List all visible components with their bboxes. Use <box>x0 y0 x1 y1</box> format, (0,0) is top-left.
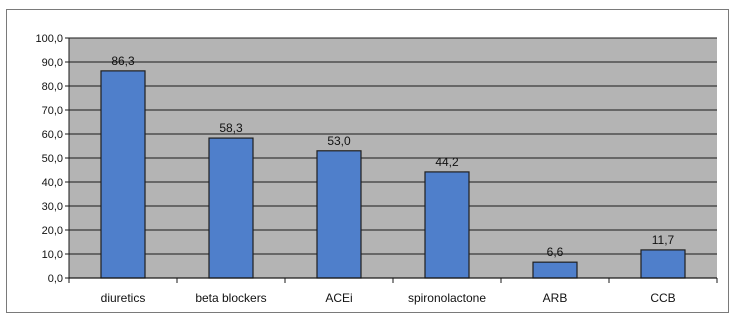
x-category-label: beta blockers <box>195 291 266 305</box>
bar-ACEi <box>316 150 362 279</box>
x-axis-labels: diuretics beta blockers ACEi spironolactone… <box>101 291 676 305</box>
y-tick-label: 80,0 <box>42 81 63 93</box>
bar-CCB <box>640 249 686 279</box>
data-labels: 86,3 58,3 53,0 44,2 6,6 11,7 <box>111 54 674 259</box>
bar-diuretics <box>100 70 146 279</box>
y-tick-label: 90,0 <box>42 57 63 69</box>
data-label: 58,3 <box>219 121 243 135</box>
y-axis-ticks: 0,0 10,0 20,0 30,0 40,0 50,0 60,0 70,0 80,0 90,0 1… <box>35 33 69 285</box>
data-label: 11,7 <box>652 233 675 247</box>
x-category-label: ACEi <box>325 291 352 305</box>
x-category-label: ARB <box>543 291 568 305</box>
y-tick-label: 70,0 <box>42 105 63 117</box>
x-category-label: diuretics <box>101 291 146 305</box>
gridlines <box>69 37 717 279</box>
bar-spironolactone <box>424 171 470 279</box>
bar-ARB <box>532 261 578 279</box>
y-tick-label: 10,0 <box>42 249 63 261</box>
x-category-label: spironolactone <box>408 291 486 305</box>
y-tick-label: 100,0 <box>35 33 63 45</box>
data-label: 86,3 <box>111 54 135 68</box>
y-tick-label: 40,0 <box>42 177 63 189</box>
y-tick-label: 50,0 <box>42 153 63 165</box>
y-tick-label: 60,0 <box>42 129 63 141</box>
y-tick-label: 30,0 <box>42 201 63 213</box>
y-tick-label: 0,0 <box>48 273 63 285</box>
axes <box>68 38 718 283</box>
chart-frame: 0,0 10,0 20,0 30,0 40,0 50,0 60,0 70,0 80,0 90,0 1… <box>6 9 729 313</box>
bar-chart: 0,0 10,0 20,0 30,0 40,0 50,0 60,0 70,0 80,0 90,0 1… <box>35 33 718 305</box>
data-label: 6,6 <box>547 245 564 259</box>
y-tick-label: 20,0 <box>42 225 63 237</box>
data-label: 53,0 <box>327 134 351 148</box>
bar-beta-blockers <box>208 137 254 279</box>
x-category-label: CCB <box>650 291 675 305</box>
data-label: 44,2 <box>435 155 459 169</box>
